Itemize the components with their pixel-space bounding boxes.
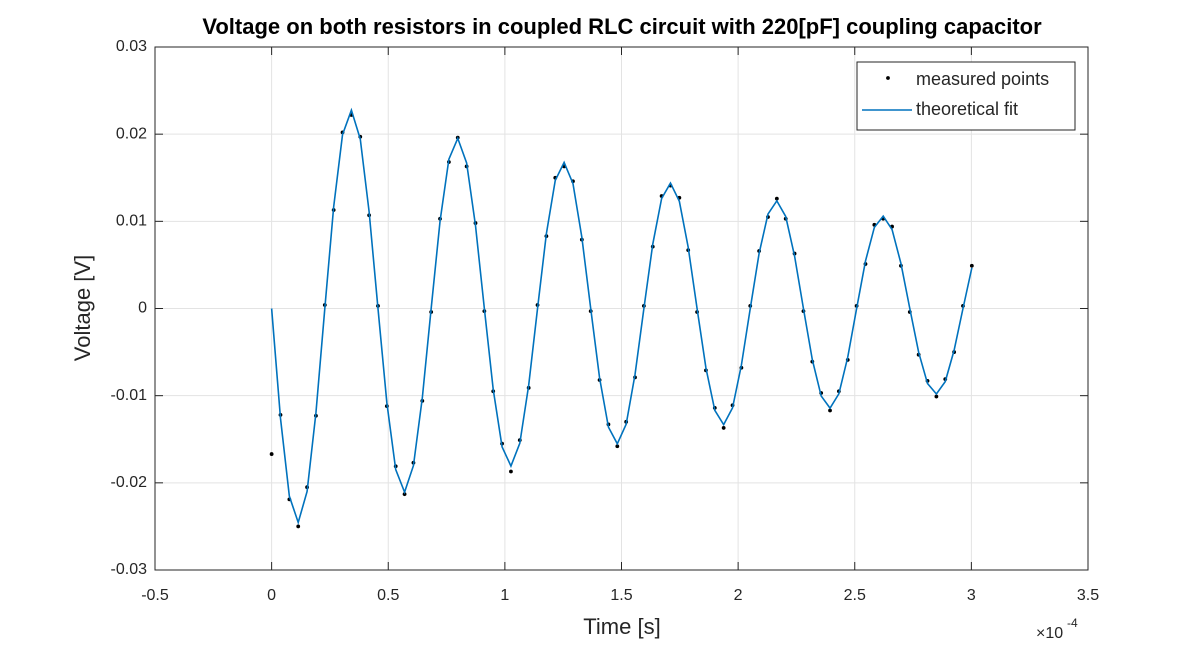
x-exponent: -4 bbox=[1067, 616, 1078, 630]
legend-label: theoretical fit bbox=[916, 99, 1018, 119]
x-tick-label: 2 bbox=[734, 587, 743, 604]
x-tick-label: 3 bbox=[967, 587, 976, 604]
data-point bbox=[509, 469, 513, 474]
legend-box bbox=[856, 61, 1076, 131]
data-point bbox=[828, 408, 832, 413]
x-tick-label: 0.5 bbox=[377, 587, 399, 604]
data-point bbox=[774, 196, 779, 201]
y-tick-label: 0.02 bbox=[116, 125, 147, 142]
x-tick-label: -0.5 bbox=[141, 587, 169, 604]
data-point bbox=[934, 394, 939, 399]
x-tick-label: 1.5 bbox=[610, 587, 632, 604]
y-tick-label: -0.03 bbox=[111, 561, 148, 578]
x-multiplier: ×10 bbox=[1036, 625, 1063, 642]
fit-line bbox=[270, 107, 973, 526]
chart-title: Voltage on both resistors in coupled RLC… bbox=[202, 14, 1042, 39]
legend-label: measured points bbox=[916, 69, 1049, 89]
y-tick-label: 0.03 bbox=[116, 38, 147, 55]
legend-marker bbox=[886, 76, 890, 80]
x-tick-label: 0 bbox=[267, 587, 276, 604]
y-axis-label: Voltage [V] bbox=[70, 255, 95, 361]
data-point bbox=[615, 444, 620, 449]
axes-box bbox=[154, 46, 1089, 571]
y-tick-label: 0.01 bbox=[116, 213, 147, 230]
y-tick-label: -0.02 bbox=[111, 474, 148, 491]
y-tick-label: -0.01 bbox=[111, 387, 148, 404]
x-tick-label: 2.5 bbox=[844, 587, 866, 604]
data-point bbox=[721, 426, 726, 430]
x-axis-label: Time [s] bbox=[583, 614, 660, 639]
x-tick-label: 1 bbox=[500, 587, 509, 604]
data-point bbox=[296, 524, 301, 529]
data-point bbox=[969, 263, 974, 268]
x-tick-label: 3.5 bbox=[1077, 587, 1099, 604]
data-point bbox=[269, 452, 274, 456]
y-tick-label: 0 bbox=[138, 300, 147, 317]
